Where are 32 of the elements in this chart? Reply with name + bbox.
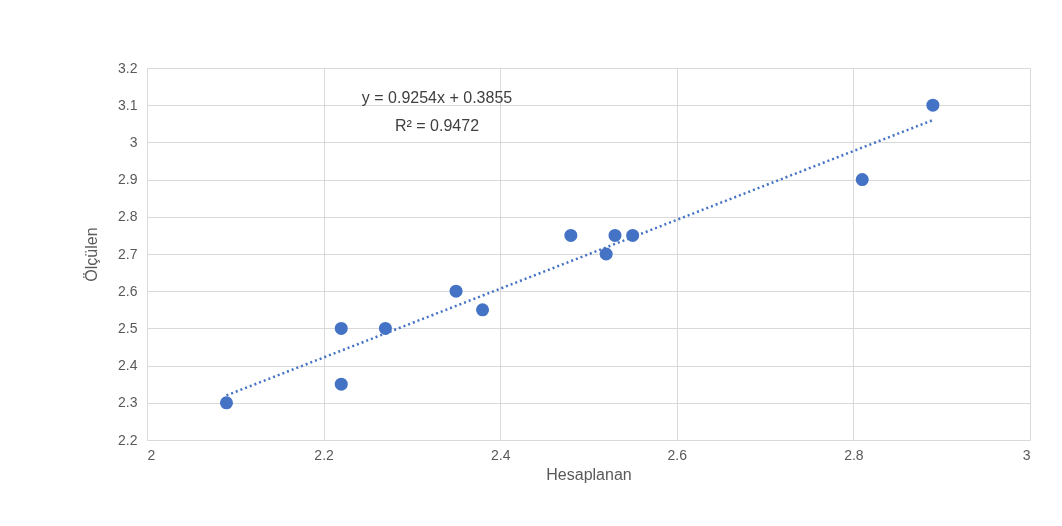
x-tick-label: 3 (1022, 446, 1031, 463)
x-tick-label: 2 (147, 446, 156, 463)
y-tick-label: 2.2 (118, 431, 138, 448)
y-tick-label: 2.3 (118, 394, 138, 411)
point (855, 173, 869, 187)
y-tick-label: 3.2 (118, 59, 138, 76)
annotation: y = 0.9254x + 0.3855 (361, 89, 513, 106)
point (219, 396, 233, 410)
x-tick-label: 2.8 (844, 446, 864, 463)
y-axis-title: Ölçülen (83, 227, 101, 282)
point (599, 247, 613, 261)
x-tick-label: 2.4 (490, 446, 511, 463)
point (334, 377, 348, 391)
y-tick-label: 2.4 (118, 357, 138, 374)
point (926, 98, 940, 112)
y-tick-label: 2.6 (118, 282, 138, 299)
y-tick-label: 2.8 (118, 208, 138, 225)
y-tick-label: 2.7 (118, 245, 138, 262)
point (449, 284, 463, 298)
y-tick-label: 3 (129, 133, 138, 150)
y-tick-label: 2.5 (118, 319, 138, 336)
x-tick-label: 2.2 (314, 446, 335, 463)
x-tick-label: 2.6 (667, 446, 688, 463)
x-axis-title: Hesaplanan (546, 465, 632, 483)
y-tick-label: 2.9 (118, 171, 138, 188)
point (378, 321, 392, 335)
point (334, 321, 348, 335)
point (564, 228, 578, 242)
point (608, 228, 622, 242)
point (476, 303, 490, 317)
annotation: R² = 0.9472 (394, 117, 480, 134)
y-tick-label: 3.1 (118, 96, 138, 113)
